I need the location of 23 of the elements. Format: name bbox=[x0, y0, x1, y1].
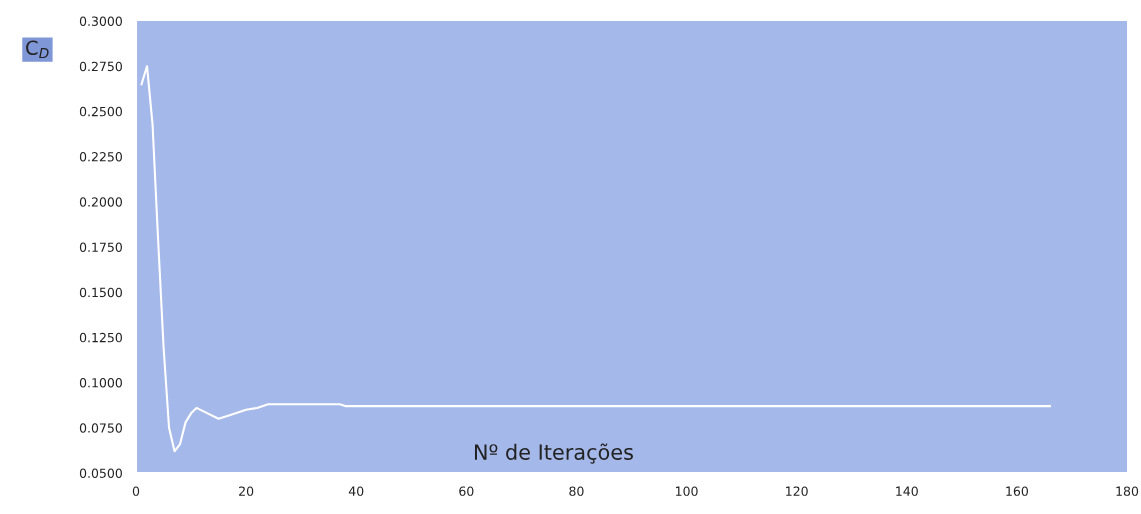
y-tick-label: 0.2000 bbox=[79, 197, 122, 207]
y-tick-label: 0.2500 bbox=[79, 106, 122, 117]
y-tick-label: 0.0500 bbox=[79, 468, 122, 478]
y-tick-label: 0.1750 bbox=[79, 242, 122, 252]
y-axis-title: C$_{D}$ bbox=[26, 40, 49, 59]
y-tick-label: 0.0750 bbox=[79, 423, 122, 433]
x-tick-label: 0 bbox=[132, 486, 140, 496]
y-tick-label: 0.2250 bbox=[79, 152, 122, 162]
y-tick-label: 0.1500 bbox=[79, 287, 122, 298]
x-axis-title: Nº de Iterações bbox=[474, 443, 633, 464]
y-tick-label: 0.1000 bbox=[79, 378, 122, 388]
y-tick-label: 0.2750 bbox=[79, 61, 122, 72]
x-tick-label: 160 bbox=[1006, 486, 1028, 496]
x-tick-label: 140 bbox=[896, 486, 918, 496]
y-tick-label: 0.3000 bbox=[79, 16, 122, 26]
x-tick-label: 180 bbox=[1116, 486, 1139, 496]
x-tick-label: 100 bbox=[676, 486, 698, 496]
x-tick-label: 60 bbox=[459, 486, 474, 496]
x-tick-label: 20 bbox=[239, 486, 254, 496]
x-tick-label: 40 bbox=[348, 486, 364, 496]
y-tick-label: 0.1250 bbox=[79, 332, 122, 343]
x-tick-label: 80 bbox=[569, 486, 584, 496]
x-tick-label: 120 bbox=[786, 486, 808, 496]
